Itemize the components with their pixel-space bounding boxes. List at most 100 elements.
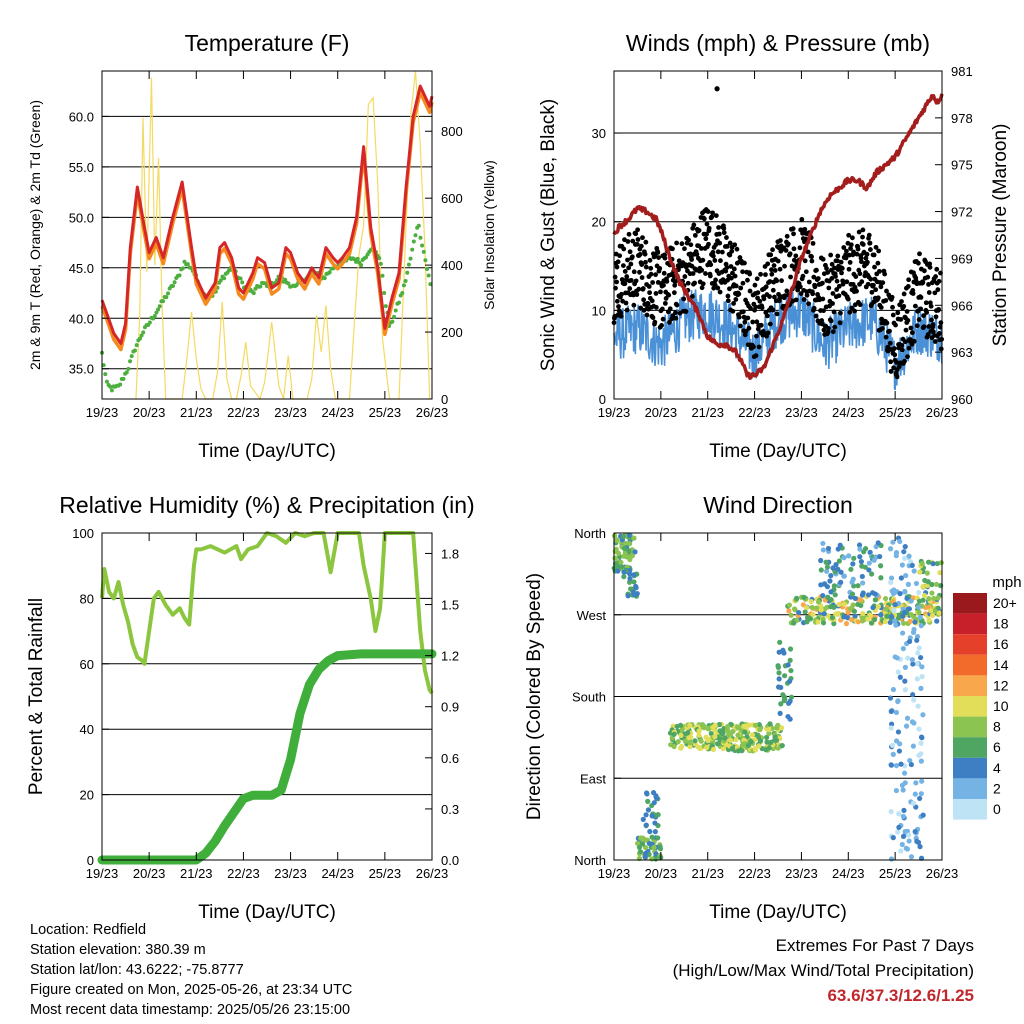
gust-point <box>840 281 846 287</box>
y-tick-right-label: 0 <box>441 392 448 407</box>
direction-point <box>787 646 794 652</box>
direction-point <box>884 613 890 619</box>
gust-point <box>640 235 645 241</box>
gust-point <box>802 226 808 232</box>
direction-point <box>651 800 657 806</box>
direction-point <box>846 553 852 559</box>
recent-timestamp: Most recent data timestamp: 2025/05/26 2… <box>30 1002 351 1018</box>
direction-point <box>889 742 896 748</box>
gust-point <box>617 253 623 259</box>
y-tick-label: 10 <box>592 303 606 318</box>
direction-point <box>849 617 855 623</box>
gust-point <box>826 285 832 291</box>
gust-point <box>754 319 760 325</box>
dewpoint-point <box>134 343 139 348</box>
legend-swatch <box>953 675 987 696</box>
legend-label: 16 <box>993 636 1009 652</box>
legend-title: mph <box>992 574 1021 591</box>
gust-point <box>850 235 855 241</box>
gust-point <box>761 296 767 302</box>
direction-point <box>828 596 834 603</box>
direction-point <box>916 589 922 596</box>
gust-point <box>704 221 710 227</box>
plot-frame <box>613 70 943 400</box>
chart-wind_direction: Wind Direction mph 20+ 18 16 14 12 10 8 6 4 2 0 19/23… <box>524 492 1022 923</box>
direction-point <box>893 738 900 744</box>
gust-point <box>927 264 933 270</box>
dewpoint-point <box>109 388 114 393</box>
gust-point <box>686 237 691 243</box>
direction-point <box>878 575 884 581</box>
direction-point <box>906 832 912 838</box>
gust-point <box>648 271 654 277</box>
direction-point <box>792 607 798 613</box>
gust-point <box>641 297 647 303</box>
gust-point <box>698 246 704 251</box>
direction-point <box>910 800 917 806</box>
direction-point <box>652 829 658 835</box>
gust-point <box>884 320 890 326</box>
direction-point <box>682 738 688 744</box>
direction-point <box>893 762 900 769</box>
direction-point <box>632 549 638 555</box>
gust-point <box>774 278 780 284</box>
direction-point <box>893 787 900 794</box>
direction-point <box>862 564 868 570</box>
gust-point <box>674 302 680 308</box>
direction-point <box>852 613 858 620</box>
gust-point <box>918 295 924 300</box>
gust-point <box>899 343 905 348</box>
direction-point <box>906 838 912 844</box>
gust-point <box>878 304 884 310</box>
direction-point <box>788 667 794 674</box>
gust-point <box>661 270 667 276</box>
dewpoint-point <box>382 290 387 295</box>
legend-label: 4 <box>993 760 1001 776</box>
y-tick-label: 0 <box>87 853 94 868</box>
gust-point <box>875 295 881 301</box>
direction-point <box>921 592 928 599</box>
y-axis-label: 2m & 9m T (Red, Orange) & 2m Td (Green) <box>27 100 43 370</box>
pressure-line <box>612 93 944 380</box>
direction-point <box>838 569 844 575</box>
direction-point <box>857 546 863 552</box>
direction-point <box>920 812 926 818</box>
direction-point <box>655 812 661 818</box>
gust-point <box>648 265 654 271</box>
direction-point <box>850 576 856 582</box>
direction-point <box>643 812 649 818</box>
gust-point <box>906 345 912 351</box>
direction-point <box>843 621 850 627</box>
gust-point <box>896 364 902 370</box>
direction-point <box>705 725 711 732</box>
direction-point <box>912 619 918 625</box>
gust-point <box>660 316 666 322</box>
direction-point <box>855 583 861 589</box>
gust-point <box>847 309 853 315</box>
direction-point <box>934 618 940 624</box>
gust-point <box>706 225 712 231</box>
gust-point <box>770 247 775 253</box>
gust-point <box>936 331 942 336</box>
gust-point <box>717 289 723 295</box>
direction-point <box>647 828 653 835</box>
gust-point <box>740 280 746 286</box>
gust-point <box>778 238 783 243</box>
dewpoint-point <box>420 243 425 248</box>
gust-point <box>873 287 879 293</box>
direction-point <box>820 592 826 599</box>
y-tick-label: East <box>580 771 606 786</box>
x-tick-label: 20/23 <box>645 866 678 881</box>
x-axis-label: Time (Day/UTC) <box>709 902 847 923</box>
direction-point <box>906 553 912 559</box>
gust-point <box>806 301 811 307</box>
y-axis-label: Direction (Colored By Speed) <box>524 573 545 820</box>
direction-point <box>888 856 895 862</box>
direction-point <box>655 835 661 841</box>
direction-point <box>626 548 632 554</box>
direction-point <box>858 597 864 603</box>
x-axis-label: Time (Day/UTC) <box>198 902 336 923</box>
speed-legend: mph 20+ 18 16 14 12 10 8 6 4 2 0 <box>953 574 1022 820</box>
y-tick-right-label: 0.6 <box>441 751 459 766</box>
gust-point <box>670 246 675 252</box>
